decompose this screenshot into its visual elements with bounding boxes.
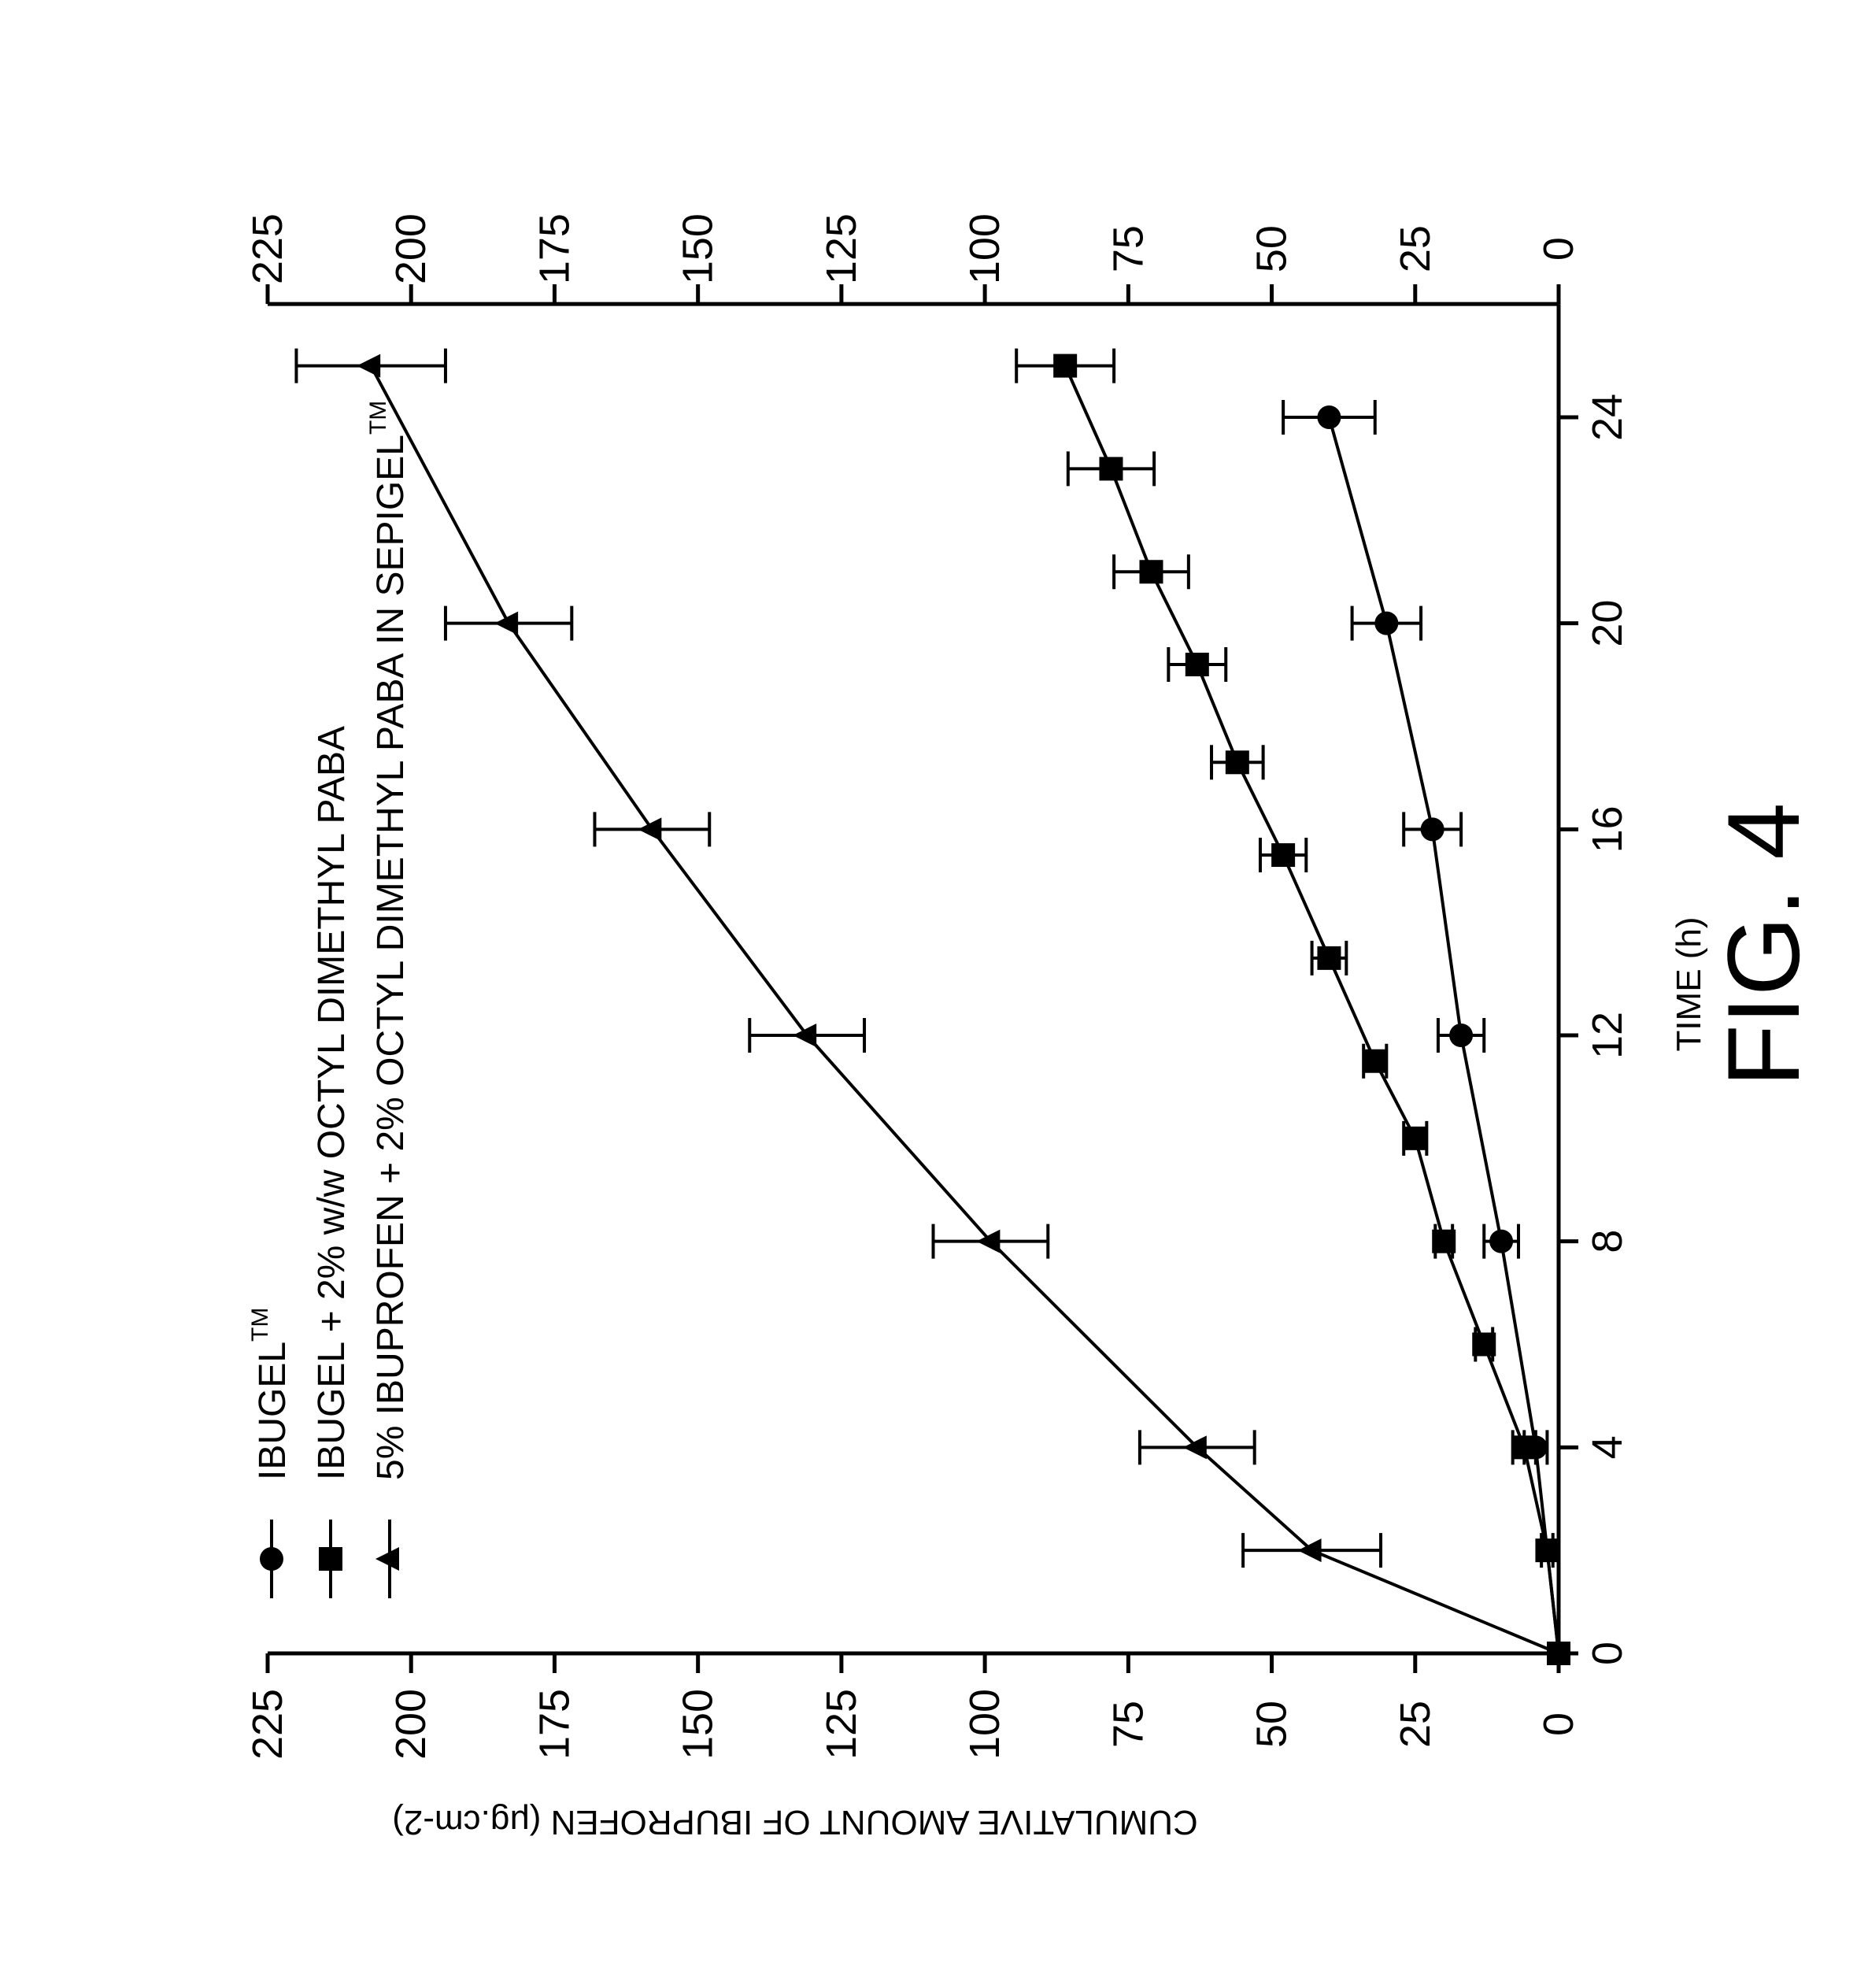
data-point: [1404, 1127, 1427, 1150]
legend: IBUGELTM IBUGEL + 2% w/w OCTYL DIMETHYL P…: [247, 401, 412, 1598]
legend-item: IBUGELTM: [247, 1308, 294, 1598]
data-point: [1421, 817, 1444, 841]
y2-tick-label: 75: [1104, 225, 1152, 272]
data-point: [1053, 354, 1077, 378]
series-square: [1016, 349, 1570, 1665]
legend-item: IBUGEL + 2% w/w OCTYL DIMETHYL PABA: [311, 726, 353, 1598]
series-triangle: [296, 349, 1568, 1665]
y2-tick-label: 150: [675, 213, 722, 284]
data-point: [1363, 1050, 1387, 1073]
series-layer: [296, 349, 1570, 1665]
data-point: [1186, 653, 1209, 676]
y-tick-label: 200: [387, 1689, 435, 1760]
data-point: [1099, 457, 1123, 480]
y2-tick-label: 50: [1248, 225, 1296, 272]
data-point: [494, 612, 518, 635]
y-tick-label: 225: [244, 1689, 291, 1760]
y-tick-label: 25: [1392, 1701, 1439, 1748]
y2-tick-label: 125: [818, 213, 865, 284]
y2-tick-label: 200: [387, 213, 435, 284]
legend-label: IBUGEL + 2% w/w OCTYL DIMETHYL PABA: [311, 726, 353, 1480]
axes: [268, 304, 1559, 1653]
series-line: [371, 366, 1559, 1653]
x-tick-label: 24: [1584, 394, 1631, 441]
data-point: [1271, 843, 1295, 867]
x-tick-label: 12: [1584, 1012, 1631, 1059]
legend-item: 5% IBUPROFEN + 2% OCTYL DIMETHYL PABA IN…: [365, 401, 412, 1598]
y2-tick-label: 25: [1392, 225, 1439, 272]
data-point: [1535, 1538, 1559, 1562]
x-tick-label: 8: [1584, 1230, 1631, 1253]
legend-marker: [375, 1547, 399, 1571]
data-point: [976, 1230, 1000, 1253]
x-axis-title: TIME (h): [1670, 916, 1708, 1051]
legend-label: IBUGELTM: [247, 1308, 294, 1480]
figure-label: FIG. 4: [1706, 802, 1821, 1087]
legend-label: 5% IBUPROFEN + 2% OCTYL DIMETHYL PABA IN…: [365, 401, 412, 1480]
x-tick-label: 0: [1584, 1642, 1631, 1665]
series-circle: [1283, 400, 1570, 1665]
data-point: [1226, 750, 1249, 774]
data-point: [1183, 1435, 1207, 1459]
data-point: [1449, 1024, 1473, 1047]
y2-tick-label: 0: [1535, 237, 1582, 261]
y-axis-title: CUMULATIVE AMOUNT OF IBUPROFEN (μg.cm-2): [392, 1803, 1198, 1842]
data-point: [1512, 1435, 1536, 1459]
y-tick-label: 175: [531, 1689, 578, 1760]
data-point: [1432, 1230, 1456, 1253]
y-tick-label: 150: [675, 1689, 722, 1760]
y2-tick-label: 100: [961, 213, 1008, 284]
x-tick-label: 16: [1584, 805, 1631, 853]
legend-marker: [319, 1547, 342, 1571]
data-point: [357, 354, 380, 378]
data-point: [638, 817, 661, 841]
y-tick-label: 50: [1248, 1701, 1296, 1748]
data-point: [1139, 560, 1163, 583]
legend-marker: [260, 1547, 283, 1571]
y2-tick-label: 175: [531, 213, 578, 284]
data-point: [1317, 405, 1341, 429]
y-tick-label: 125: [818, 1689, 865, 1760]
x-tick-label: 4: [1584, 1435, 1631, 1459]
y-tick-label: 75: [1104, 1701, 1152, 1748]
legend-label-sup: TM: [365, 401, 391, 435]
data-point: [793, 1024, 816, 1047]
data-point: [1374, 612, 1398, 635]
data-point: [1472, 1333, 1496, 1357]
data-point: [1317, 946, 1341, 970]
x-tick-label: 20: [1584, 600, 1631, 647]
y-tick-label: 100: [961, 1689, 1008, 1760]
y-tick-label: 0: [1535, 1712, 1582, 1736]
legend-label-sup: TM: [247, 1308, 273, 1342]
y2-tick-label: 225: [244, 213, 291, 284]
ticks: 0 0 25 25 50 50 75 75 100 100 125 125 150 150 175 175 20…: [244, 213, 1631, 1760]
data-point: [1489, 1230, 1513, 1253]
